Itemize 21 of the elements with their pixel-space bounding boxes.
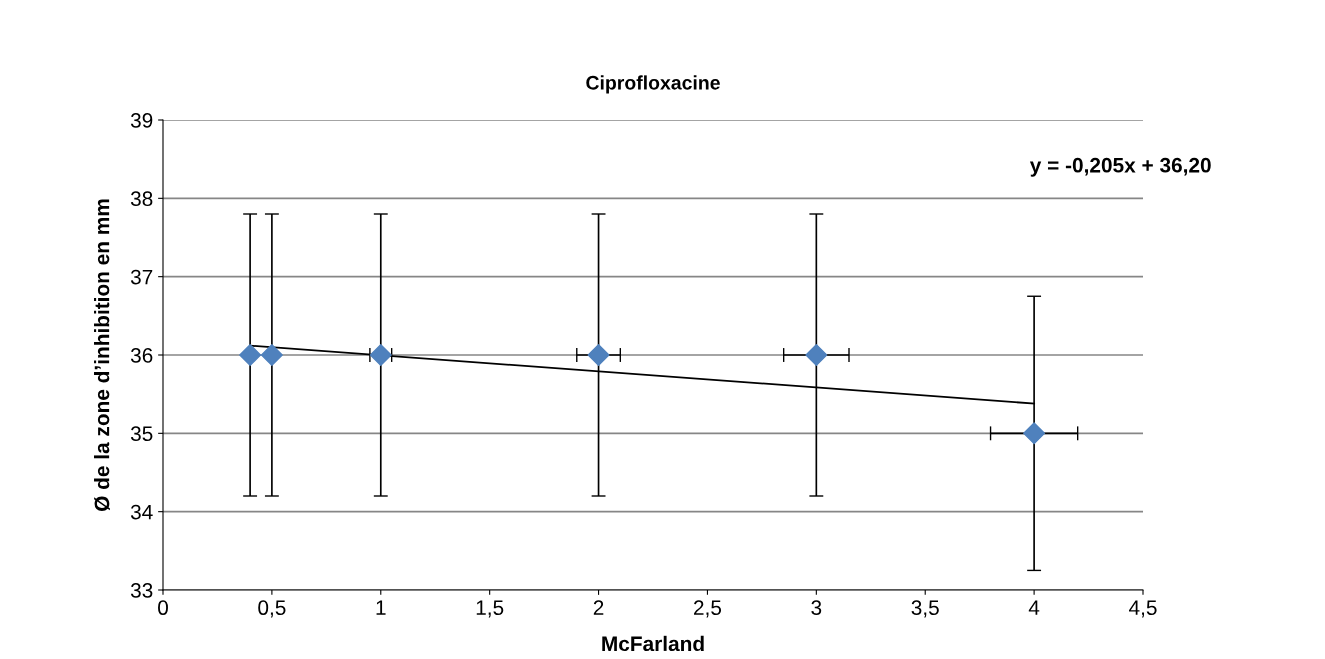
- x-axis-title: McFarland: [602, 635, 704, 652]
- x-tick-label: 0: [158, 600, 168, 616]
- y-tick-label: 39: [130, 113, 153, 128]
- chart-title: Ciprofloxacine: [586, 75, 720, 94]
- x-tick-label: 1: [376, 600, 386, 615]
- x-tick-label: 3: [811, 600, 822, 616]
- x-tick-label: 4: [1028, 600, 1040, 615]
- annotation: y = -0,205x + 36,20: [1029, 157, 1211, 177]
- y-tick-label: 33: [130, 583, 153, 598]
- x-tick-label: 2: [593, 600, 604, 615]
- x-tick-label: 4,5: [1129, 600, 1157, 618]
- y-tick-label: 34: [130, 504, 153, 520]
- x-tick-label: 1,5: [476, 600, 504, 618]
- x-tick-label: 3,5: [911, 600, 939, 618]
- y-tick-label: 37: [130, 269, 153, 285]
- y-tick-label: 35: [130, 426, 153, 442]
- x-tick-label: 2,5: [694, 600, 722, 618]
- x-tick-label: 0,5: [258, 600, 286, 618]
- y-tick-label: 38: [130, 191, 153, 207]
- y-axis-title: Ø de la zone d’inhibition en mm: [94, 199, 110, 511]
- y-tick-label: 36: [130, 348, 153, 363]
